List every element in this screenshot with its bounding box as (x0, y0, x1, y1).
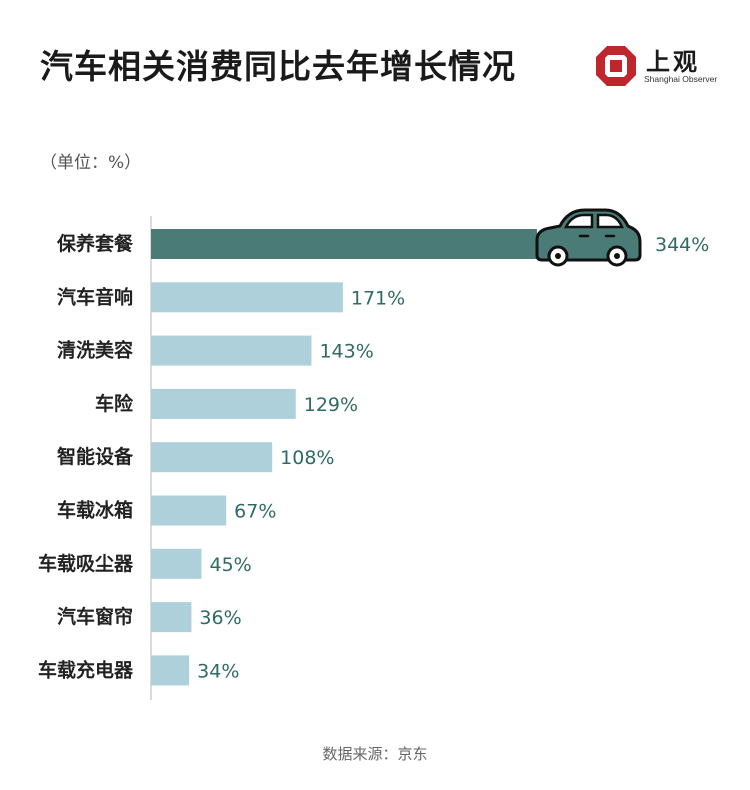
value-label: 129% (304, 394, 358, 416)
bar (151, 229, 537, 259)
bar (151, 282, 343, 313)
logo-emblem-icon (596, 46, 636, 86)
logo-text: 上观 (646, 48, 700, 76)
category-label: 汽车音响 (57, 285, 133, 308)
bar (151, 442, 273, 473)
value-label: 108% (280, 447, 334, 469)
value-label: 171% (351, 287, 405, 309)
bar (151, 655, 190, 686)
category-label: 保养套餐 (56, 232, 134, 255)
value-label: 36% (199, 607, 241, 629)
category-label: 车载充电器 (38, 658, 134, 681)
category-label: 智能设备 (57, 445, 134, 468)
value-label: 67% (234, 501, 276, 523)
bar (151, 548, 202, 579)
value-label: 45% (209, 554, 251, 576)
bar-chart: 保养套餐 344% 汽车音响 171% 清洗美容 143% 车险 129% 智能设备 108% 车载… (38, 208, 709, 700)
car-icon (535, 208, 642, 267)
category-label: 汽车窗帘 (57, 605, 133, 628)
value-label: 34% (197, 660, 239, 682)
source-label: 数据来源：京东 (322, 745, 428, 763)
category-label: 车载吸尘器 (38, 552, 134, 575)
value-label: 143% (319, 341, 373, 363)
chart-title: 汽车相关消费同比去年增长情况 (40, 47, 516, 86)
value-label: 344% (655, 234, 709, 256)
bar (151, 495, 227, 526)
bar (151, 602, 192, 633)
category-label: 车载冰箱 (57, 499, 133, 522)
category-label: 清洗美容 (57, 339, 133, 362)
category-label: 车险 (95, 392, 134, 415)
shanghai-observer-logo: 上观 Shanghai Observer (594, 44, 718, 92)
unit-label: （单位：%） (40, 153, 142, 173)
logo-subtitle: Shanghai Observer (644, 74, 718, 84)
bar (151, 335, 312, 366)
bar (151, 388, 296, 419)
